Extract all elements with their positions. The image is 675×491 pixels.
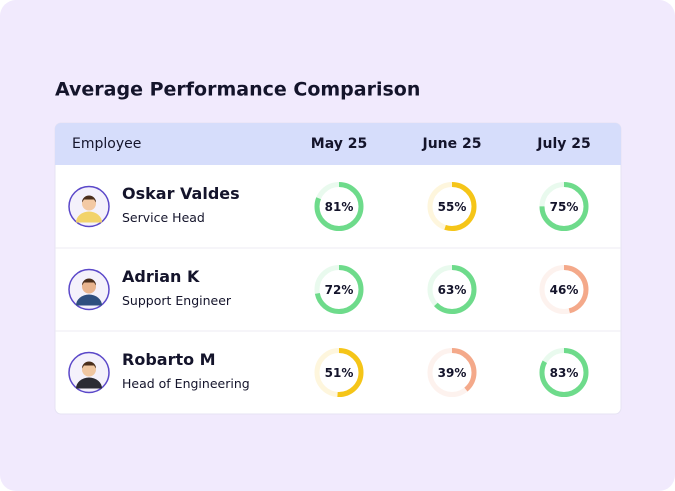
ring-arc [539,348,589,397]
avatar-head [82,279,96,294]
employee-role: Head of Engineering [122,376,250,391]
employee-name: Adrian K [122,267,200,286]
employee-role: Service Head [122,210,205,225]
avatar-hair [82,361,96,369]
column-header: June 25 [422,136,482,152]
ring-label: 75% [550,200,579,214]
ring-arc [427,265,477,314]
column-header: Employee [72,136,141,152]
ring-arc [314,265,364,314]
ring-arc [539,182,589,231]
ring-label: 72% [325,283,354,297]
avatar-head [82,362,96,377]
ring-arc [539,265,589,314]
ring-label: 46% [550,283,579,297]
title: Average Performance Comparison [55,79,420,101]
ring-label: 55% [438,200,467,214]
ring-label: 83% [550,366,579,380]
column-header: May 25 [311,136,367,152]
avatar-hair [82,278,96,286]
employee-name: Robarto M [122,350,216,369]
avatar-head [82,196,96,211]
ring-label: 39% [438,366,467,380]
ring-arc [427,348,477,397]
avatar-body [76,377,102,389]
avatar-hair [82,195,96,203]
ring-label: 51% [325,366,354,380]
avatar-body [76,294,102,306]
column-header: July 25 [536,136,590,152]
employee-role: Support Engineer [122,293,232,308]
ring-label: 63% [438,283,467,297]
ring-arc [427,182,477,231]
table-header [55,123,621,165]
employee-name: Oskar Valdes [122,184,240,203]
ring-arc [314,182,364,231]
ring-label: 81% [325,200,354,214]
avatar-body [76,211,102,223]
ring-arc [314,348,364,397]
